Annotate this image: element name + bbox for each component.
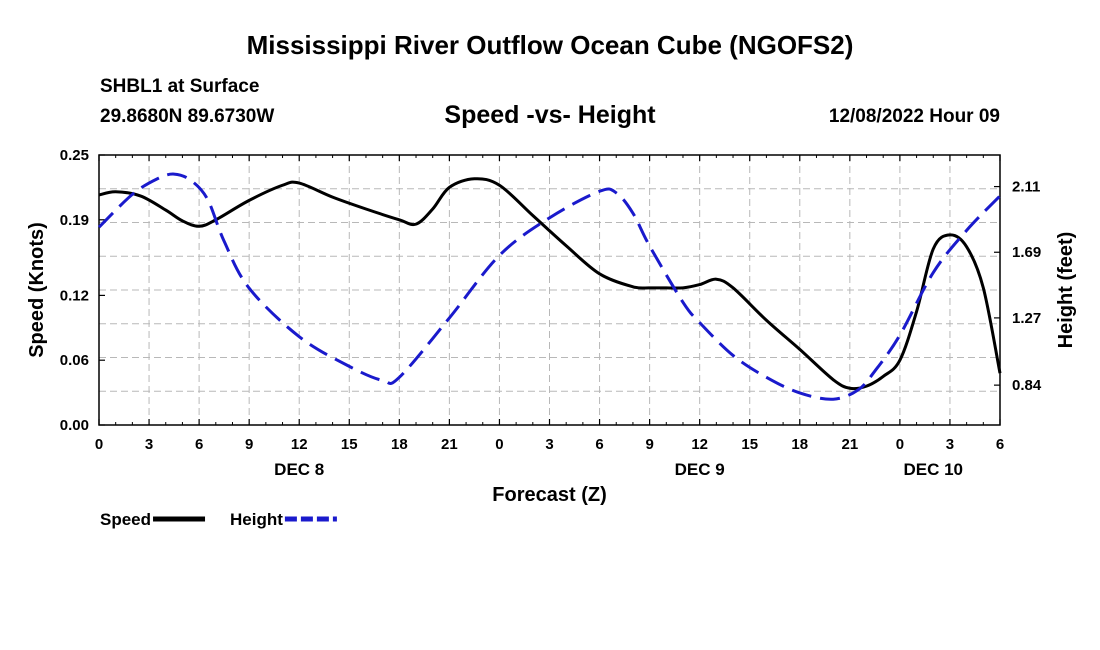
y-tick-label: 0.12 <box>60 287 89 304</box>
y-tick-label: 0.25 <box>60 147 89 164</box>
x-tick-label: 21 <box>441 436 458 453</box>
y2-axis-title: Height (feet) <box>1055 232 1077 349</box>
x-tick-label: 6 <box>595 436 603 453</box>
x-tick-label: 3 <box>145 436 153 453</box>
x-tick-label: 18 <box>791 436 808 453</box>
chart-title: Mississippi River Outflow Ocean Cube (NG… <box>246 30 854 60</box>
legend-label-height: Height <box>230 510 283 529</box>
x-axis-title: Forecast (Z) <box>492 484 606 506</box>
legend-label-speed: Speed <box>100 510 151 529</box>
date-label: DEC 8 <box>274 460 324 479</box>
axis-ticks <box>98 154 1001 426</box>
y2-tick-label: 0.84 <box>1012 377 1042 394</box>
x-tick-label: 21 <box>841 436 858 453</box>
x-tick-label: 9 <box>245 436 253 453</box>
series-line-height <box>97 172 1002 401</box>
coordinates-label: 29.8680N 89.6730W <box>100 106 275 127</box>
x-tick-label: 0 <box>95 436 103 453</box>
x-tick-label: 12 <box>691 436 708 453</box>
y-axis-title: Speed (Knots) <box>26 222 48 358</box>
y2-tick-label: 2.11 <box>1012 179 1040 196</box>
x-tick-label: 3 <box>946 436 954 453</box>
chart-subtitle: Speed -vs- Height <box>444 101 656 129</box>
date-label: DEC 9 <box>675 460 725 479</box>
x-tick-label: 0 <box>896 436 904 453</box>
series-line-speed <box>98 177 1002 391</box>
x-tick-label: 0 <box>495 436 503 453</box>
y-tick-label: 0.00 <box>60 417 89 434</box>
x-tick-label: 6 <box>195 436 203 453</box>
y2-tick-label: 1.69 <box>1012 244 1041 261</box>
station-label: SHBL1 at Surface <box>100 76 260 97</box>
y-tick-label: 0.19 <box>60 212 89 229</box>
date-label: DEC 10 <box>903 460 963 479</box>
x-tick-label: 15 <box>741 436 758 453</box>
x-tick-label: 15 <box>341 436 358 453</box>
x-tick-label: 18 <box>391 436 408 453</box>
forecast-datetime: 12/08/2022 Hour 09 <box>828 106 1000 127</box>
x-tick-label: 12 <box>291 436 308 453</box>
x-tick-label: 9 <box>645 436 653 453</box>
legend: Speed Height <box>100 510 337 529</box>
axis-labels: 0 3 6 9 12 15 18 21 0 3 6 9 12 15 18 21 0 3 6 DEC 8 DEC 9 DEC… <box>26 147 1077 506</box>
y-tick-label: 0.06 <box>60 352 89 369</box>
series-lines <box>97 172 1002 401</box>
y2-tick-label: 1.27 <box>1012 310 1041 327</box>
x-tick-label: 6 <box>996 436 1004 453</box>
x-tick-label: 3 <box>545 436 553 453</box>
